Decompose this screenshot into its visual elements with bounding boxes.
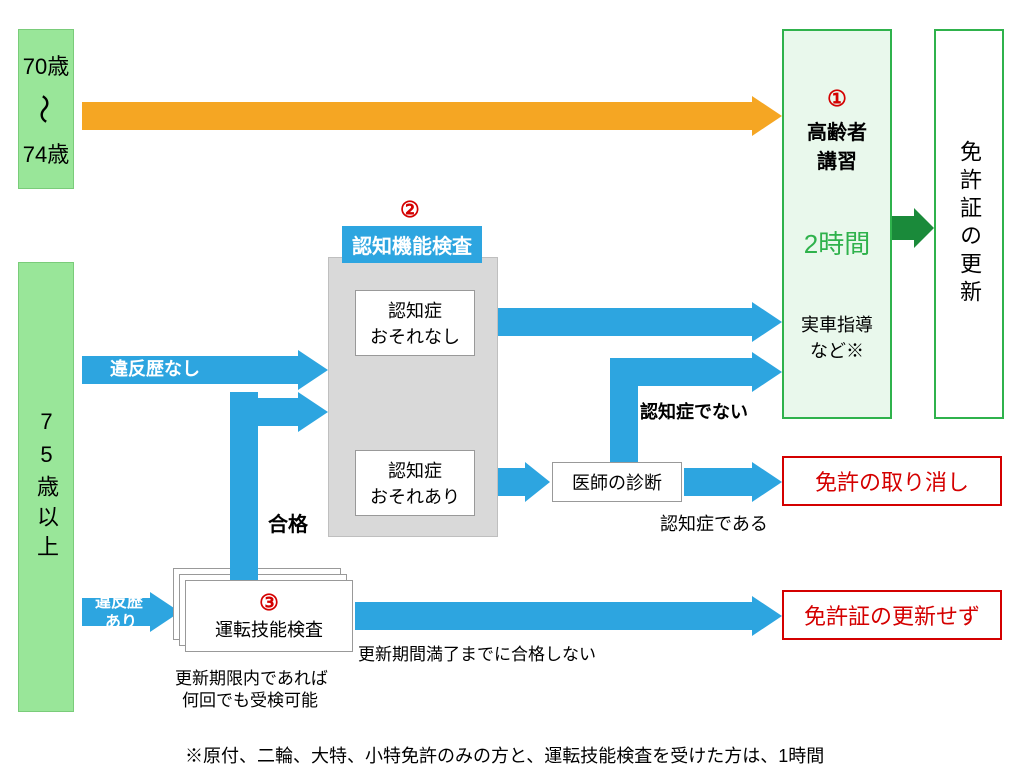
- arrow-risk-to-doctor: [498, 462, 550, 502]
- cancel-label: 免許の取り消し: [815, 465, 969, 497]
- doctor-label: 医師の診断: [572, 469, 662, 495]
- age-74: 74歳: [23, 137, 69, 169]
- footnote: ※原付、二輪、大特、小特免許のみの方と、運転技能検査を受けた方は、1時間: [185, 742, 824, 768]
- badge-1: ①: [827, 86, 847, 112]
- norisk-1: 認知症: [388, 297, 442, 323]
- badge-3: ③: [259, 590, 279, 616]
- dementia-risk-cell: 認知症 おそれあり: [355, 450, 475, 516]
- norisk-2: おそれなし: [370, 323, 460, 349]
- fail-note: 更新期間満了までに合格しない: [358, 640, 596, 665]
- badge-2: ②: [400, 197, 420, 223]
- no-violation-label: 違反歴なし: [110, 355, 200, 381]
- arrow-is-dementia: [684, 462, 782, 502]
- no-renewal-box: 免許証の更新せず: [782, 590, 1002, 640]
- arrow-fail: [355, 596, 782, 636]
- renewal-label: 免許証の更新: [953, 140, 985, 308]
- senior-course-box: ① 高齢者 講習 2時間 実車指導 など※: [782, 29, 892, 419]
- pass-label: 合格: [268, 508, 308, 537]
- risk-1: 認知症: [388, 457, 442, 483]
- has-violation-2: あり: [105, 608, 137, 632]
- course-note-1: 実車指導: [801, 311, 873, 337]
- course-note-2: など※: [810, 337, 864, 363]
- arrow-darkgreen-renewal: [892, 208, 934, 248]
- drive-test-note-2: 何回でも受検可能: [182, 686, 318, 711]
- age-block-75plus: 75歳以上: [18, 262, 74, 712]
- renewal-box: 免許証の更新: [934, 29, 1004, 419]
- cognitive-test-title: 認知機能検査: [342, 226, 482, 263]
- drive-test-title: 運転技能検査: [215, 616, 323, 642]
- not-dementia-label: 認知症でない: [640, 398, 748, 424]
- no-dementia-risk-cell: 認知症 おそれなし: [355, 290, 475, 356]
- arrow-pass: [230, 392, 328, 580]
- is-dementia-label: 認知症である: [660, 510, 768, 536]
- risk-2: おそれあり: [370, 483, 460, 509]
- arrow-norisk-to-course: [498, 302, 782, 342]
- course-duration: 2時間: [804, 224, 870, 261]
- course-title-2: 講習: [817, 145, 857, 174]
- arrow-orange-70-74: [82, 96, 782, 136]
- age-block-70-74: 70歳 〜 74歳: [18, 29, 74, 189]
- course-title-1: 高齢者: [807, 116, 867, 145]
- age-75plus-label: 75歳以上: [30, 409, 62, 565]
- no-renewal-label: 免許証の更新せず: [804, 599, 980, 631]
- doctor-diagnosis-box: 医師の診断: [552, 462, 682, 502]
- license-cancel-box: 免許の取り消し: [782, 456, 1002, 506]
- age-wave: 〜: [24, 94, 68, 124]
- age-70: 70歳: [23, 49, 69, 81]
- drive-test-box: ③ 運転技能検査: [185, 580, 353, 652]
